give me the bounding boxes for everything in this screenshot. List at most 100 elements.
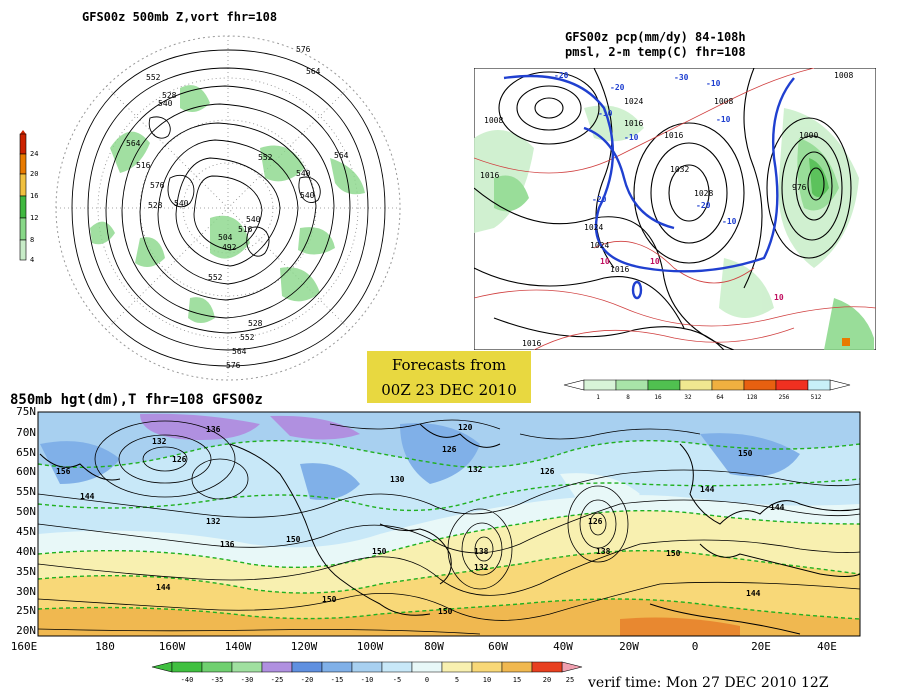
contour-label-500mb: 540 bbox=[296, 169, 311, 178]
contour-label-500mb: 516 bbox=[136, 161, 151, 170]
height-label: 144 bbox=[80, 492, 95, 501]
precip-colorbar-label: 8 bbox=[626, 394, 630, 401]
latitude-label: 20N bbox=[16, 624, 36, 637]
height-label: 126 bbox=[540, 467, 555, 476]
vorticity-colorbar-label: 8 bbox=[30, 236, 34, 244]
height-label: 150 bbox=[666, 549, 681, 558]
longitude-label: 160E bbox=[11, 640, 38, 653]
contour-label-500mb: 552 bbox=[240, 333, 255, 342]
temperature-colorbar: -40 -35 -30 -25 -20 -15 -10 -5 0 5 10 15… bbox=[151, 661, 583, 684]
height-label: 150 bbox=[286, 535, 301, 544]
contour-label-500mb: 576 bbox=[226, 361, 241, 370]
temperature-colorbar-label: 0 bbox=[425, 676, 429, 684]
longitude-label: 0 bbox=[692, 640, 699, 653]
height-label: 150 bbox=[322, 595, 337, 604]
isobar-label: 1008 bbox=[484, 116, 503, 125]
height-label: 136 bbox=[206, 425, 221, 434]
precip-colorbar: 1 8 16 32 64 128 256 512 bbox=[563, 379, 851, 401]
temperature-colorbar-label: -10 bbox=[361, 676, 374, 684]
height-label: 130 bbox=[390, 475, 405, 484]
verification-time: verif time: Mon 27 DEC 2010 12Z bbox=[588, 675, 829, 691]
vorticity-colorbar-label: 24 bbox=[30, 150, 38, 158]
temp-label: -10 bbox=[598, 109, 613, 118]
longitude-label: 160W bbox=[159, 640, 186, 653]
isobar-label: 1024 bbox=[584, 223, 603, 232]
isobar-label: 1016 bbox=[624, 119, 643, 128]
height-label: 138 bbox=[474, 547, 489, 556]
contour-label-500mb: 576 bbox=[150, 181, 165, 190]
precip-colorbar-label: 128 bbox=[747, 394, 758, 401]
contour-label-500mb: 564 bbox=[126, 139, 141, 148]
height-label: 136 bbox=[220, 540, 235, 549]
temp-label: -20 bbox=[592, 195, 607, 204]
temperature-colorbar-label: 20 bbox=[543, 676, 551, 684]
temperature-colorbar-label: 25 bbox=[566, 676, 574, 684]
temp-label: -30 bbox=[674, 73, 689, 82]
forecast-init-line2: 00Z 23 DEC 2010 bbox=[381, 381, 517, 399]
latitude-label: 65N bbox=[16, 446, 36, 459]
contour-label-500mb: 528 bbox=[162, 91, 177, 100]
temperature-colorbar-label: -35 bbox=[211, 676, 224, 684]
height-label: 120 bbox=[458, 423, 473, 432]
latitude-label: 75N bbox=[16, 405, 36, 418]
contour-label-500mb: 528 bbox=[248, 319, 263, 328]
precip-colorbar-label: 16 bbox=[654, 394, 662, 401]
latitude-label: 45N bbox=[16, 525, 36, 538]
longitude-label: 40W bbox=[553, 640, 573, 653]
isobar-label: 1016 bbox=[664, 131, 683, 140]
longitude-label: 80W bbox=[424, 640, 444, 653]
height-label: 144 bbox=[156, 583, 171, 592]
temperature-colorbar-label: 5 bbox=[455, 676, 459, 684]
temperature-colorbar-label: -30 bbox=[241, 676, 254, 684]
latitude-label: 70N bbox=[16, 426, 36, 439]
panel-pcp-title-line2: pmsl, 2-m temp(C) fhr=108 bbox=[565, 45, 746, 59]
vorticity-colorbar-label: 16 bbox=[30, 192, 38, 200]
contour-label-500mb: 564 bbox=[306, 67, 321, 76]
precip-colorbar-label: 256 bbox=[779, 394, 790, 401]
longitude-label: 180 bbox=[95, 640, 115, 653]
temperature-colorbar-label: 10 bbox=[483, 676, 491, 684]
latitude-label: 25N bbox=[16, 604, 36, 617]
contour-label-500mb: 540 bbox=[246, 215, 261, 224]
vorticity-colorbar-label: 20 bbox=[30, 170, 38, 178]
isobar-label: 1000 bbox=[799, 131, 818, 140]
forecast-init-box: Forecasts from 00Z 23 DEC 2010 bbox=[367, 351, 531, 403]
height-label: 132 bbox=[474, 563, 489, 572]
contour-label-500mb: 516 bbox=[238, 225, 253, 234]
temperature-colorbar-label: -25 bbox=[271, 676, 284, 684]
precip-colorbar-label: 512 bbox=[811, 394, 822, 401]
height-label: 144 bbox=[746, 589, 761, 598]
temperature-colorbar-label: -15 bbox=[331, 676, 344, 684]
temp-label: 10 bbox=[774, 293, 784, 302]
height-label: 150 bbox=[738, 449, 753, 458]
contour-label-500mb: 576 bbox=[296, 45, 311, 54]
height-label: 126 bbox=[442, 445, 457, 454]
contour-label-500mb: 540 bbox=[158, 99, 173, 108]
longitude-label: 140W bbox=[225, 640, 252, 653]
isobar-label: 976 bbox=[792, 183, 807, 192]
isobar-label: 1008 bbox=[714, 97, 733, 106]
isobar-label: 1024 bbox=[590, 241, 609, 250]
height-label: 132 bbox=[468, 465, 483, 474]
contour-label-500mb: 504 bbox=[218, 233, 233, 242]
longitude-label: 20W bbox=[619, 640, 639, 653]
contour-label-500mb: 552 bbox=[208, 273, 223, 282]
longitude-label: 120W bbox=[291, 640, 318, 653]
temperature-colorbar-label: -5 bbox=[393, 676, 401, 684]
temperature-colorbar-label: 15 bbox=[513, 676, 521, 684]
temp-label: -20 bbox=[610, 83, 625, 92]
contour-label-500mb: 564 bbox=[232, 347, 247, 356]
longitude-label: 60W bbox=[488, 640, 508, 653]
isobar-label: 1008 bbox=[834, 71, 853, 80]
temperature-colorbar-label: -40 bbox=[181, 676, 194, 684]
isobar-label: 1016 bbox=[480, 171, 499, 180]
temp-label: -10 bbox=[716, 115, 731, 124]
height-label: 156 bbox=[56, 467, 71, 476]
latitude-label: 35N bbox=[16, 565, 36, 578]
precip-colorbar-label: 1 bbox=[596, 394, 600, 401]
panel-850mb-title: 850mb hgt(dm),T fhr=108 GFS00z bbox=[10, 392, 263, 408]
vorticity-colorbar: 24 20 16 12 8 4 bbox=[19, 130, 38, 264]
temp-label: -10 bbox=[624, 133, 639, 142]
longitude-label: 100W bbox=[357, 640, 384, 653]
isobar-label: 1016 bbox=[522, 339, 541, 348]
